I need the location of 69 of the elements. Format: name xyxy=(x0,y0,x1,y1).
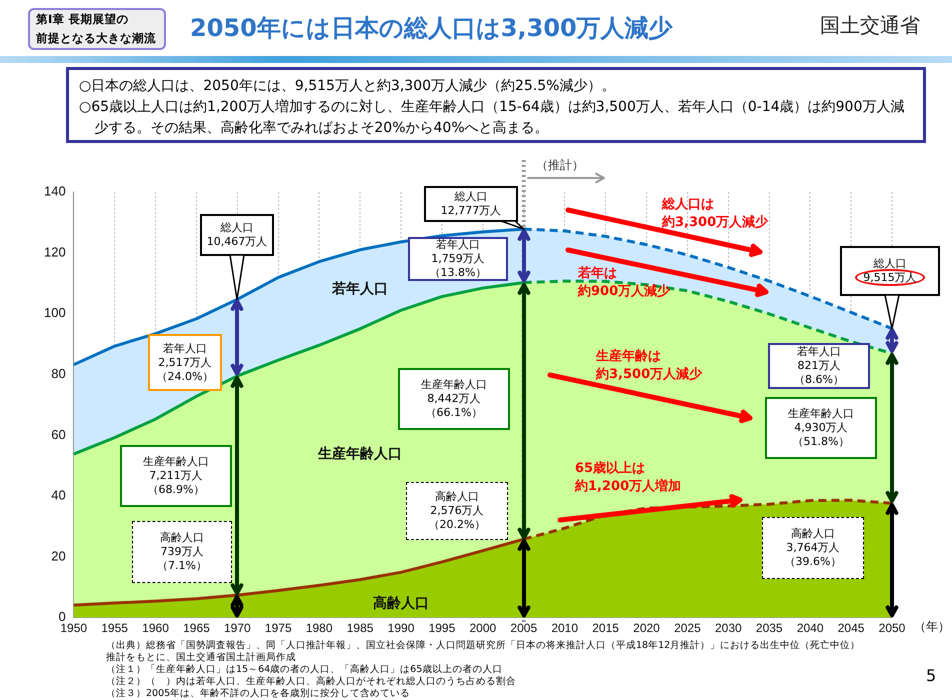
x-tick-label: 2030 xyxy=(714,621,742,636)
text: （注２）（ ）内は若年人口、生産年齢人口、高齢人口がそれぞれ総人口のうち占める割合 xyxy=(106,676,517,688)
callout: 若年人口1,759万人（13.8%） xyxy=(408,237,508,281)
annotation: 総人口9,515万人 xyxy=(862,257,918,286)
annotation: 総人口10,467万人 xyxy=(206,221,268,249)
callout: 生産年齢人口8,442万人（66.1%） xyxy=(398,368,510,430)
y-tick-label: 60 xyxy=(51,426,66,442)
ref-line-label: （推計） xyxy=(536,158,584,172)
x-tick-label: 1985 xyxy=(346,621,374,636)
annotation: 高齢人口739万人（7.1%） xyxy=(156,531,208,573)
x-tick-label: 1965 xyxy=(183,621,210,636)
y-tick-label: 100 xyxy=(44,305,66,320)
annotation: 高齢人口2,576万人（20.2%） xyxy=(428,490,486,532)
annotation: 生産年齢は約3,500万人減少 xyxy=(596,348,702,384)
callout: 総人口10,467万人 xyxy=(200,214,274,256)
annotation: 総人口12,777万人 xyxy=(440,190,502,218)
callout: 総人口9,515万人 xyxy=(840,246,940,296)
x-tick-label: 1970 xyxy=(224,621,252,636)
callout: 高齢人口739万人（7.1%） xyxy=(132,521,232,583)
text: ○65歳以上人口は約1,200万人増加するのに対し、生産年齢人口（15-64歳）は約3,500万人、若年人口（0-14歳）は約900万人減少する。その結果、高齢化率でみればおよそ20%から40%へと高まる。 xyxy=(79,98,906,138)
text: 国土交通省 xyxy=(820,12,920,39)
text: 第Ⅰ章 長期展望の前提となる大きな潮流 xyxy=(36,11,157,47)
annotation: 若年は約900万人減少 xyxy=(578,265,670,301)
y-tick-label: 140 xyxy=(44,184,66,199)
x-tick-label: 2035 xyxy=(756,621,783,636)
annotation: 生産年齢人口4,930万人（51.8%） xyxy=(787,407,855,449)
x-tick-label: 2020 xyxy=(633,621,660,636)
text: （注１）「生産年齢人口」は15～64歳の者の人口、「高齢人口」は65歳以上の者の人口 xyxy=(106,664,504,676)
series-label: 生産年齢人口 xyxy=(317,444,402,462)
series-label: 若年人口 xyxy=(331,280,388,297)
callout: 若年人口821万人（8.6%） xyxy=(768,343,870,389)
x-tick-label: 1990 xyxy=(388,621,415,636)
y-tick-label: 40 xyxy=(51,488,66,503)
x-tick-label: 2015 xyxy=(592,621,620,636)
annotation: 若年人口2,517万人（24.0%） xyxy=(156,342,214,384)
annotation: 生産年齢人口7,211万人（68.9%） xyxy=(142,455,210,497)
x-tick-label: 2045 xyxy=(838,621,865,636)
x-tick-label: 1960 xyxy=(142,621,170,636)
x-tick-label: 2025 xyxy=(674,621,702,636)
callout: 高齢人口2,576万人（20.2%） xyxy=(406,482,508,540)
x-tick-label: 2000 xyxy=(469,621,497,636)
x-tick-label: 1975 xyxy=(264,621,292,636)
annotation: 高齢人口3,764万人（39.6%） xyxy=(784,527,842,569)
x-tick-label: 2050 xyxy=(878,621,906,636)
x-tick-label: 2040 xyxy=(796,621,824,636)
text: 5 xyxy=(926,666,936,685)
callout: 生産年齢人口7,211万人（68.9%） xyxy=(120,445,232,507)
chart-title: 2050年には日本の総人口は3,300万人減少 xyxy=(190,13,673,44)
y-tick-label: 80 xyxy=(51,366,66,381)
callout: 若年人口2,517万人（24.0%） xyxy=(148,334,222,391)
y-tick-label: 20 xyxy=(51,548,66,564)
x-tick-label: 1955 xyxy=(101,621,128,636)
y-tick-label: 120 xyxy=(44,244,66,260)
x-tick-label: 1995 xyxy=(428,621,456,636)
text: （出典）総務省「国勢調査報告」、同「人口推計年報」、国立社会保障・人口問題研究所「日本の将来推計人口（平成18年12月推計）」における出生中位（死亡中位）推計をもとに、国土交通省国土計画局作成 xyxy=(106,640,862,664)
annotation: 総人口は約3,300万人減少 xyxy=(662,196,768,232)
x-axis-title: （年） xyxy=(914,620,950,634)
annotation: 若年人口1,759万人（13.8%） xyxy=(428,238,488,280)
callout: 高齢人口3,764万人（39.6%） xyxy=(762,517,864,579)
text: ○日本の総人口は、2050年には、9,515万人と約3,300万人減少（約25.5%減少）。 xyxy=(79,77,616,96)
annotation: 若年人口821万人（8.6%） xyxy=(793,345,845,387)
x-tick-label: 2005 xyxy=(510,621,538,636)
annotation: 65歳以上は約1,200万人増加 xyxy=(575,460,682,496)
callout: 生産年齢人口4,930万人（51.8%） xyxy=(765,397,877,459)
series-label: 高齢人口 xyxy=(373,594,430,612)
text: （注３）2005年は、年齢不詳の人口を各歳別に按分して含めている xyxy=(106,688,412,700)
x-tick-label: 1980 xyxy=(306,621,333,636)
annotation: 生産年齢人口8,442万人（66.1%） xyxy=(420,378,488,420)
x-tick-label: 2010 xyxy=(551,621,578,636)
